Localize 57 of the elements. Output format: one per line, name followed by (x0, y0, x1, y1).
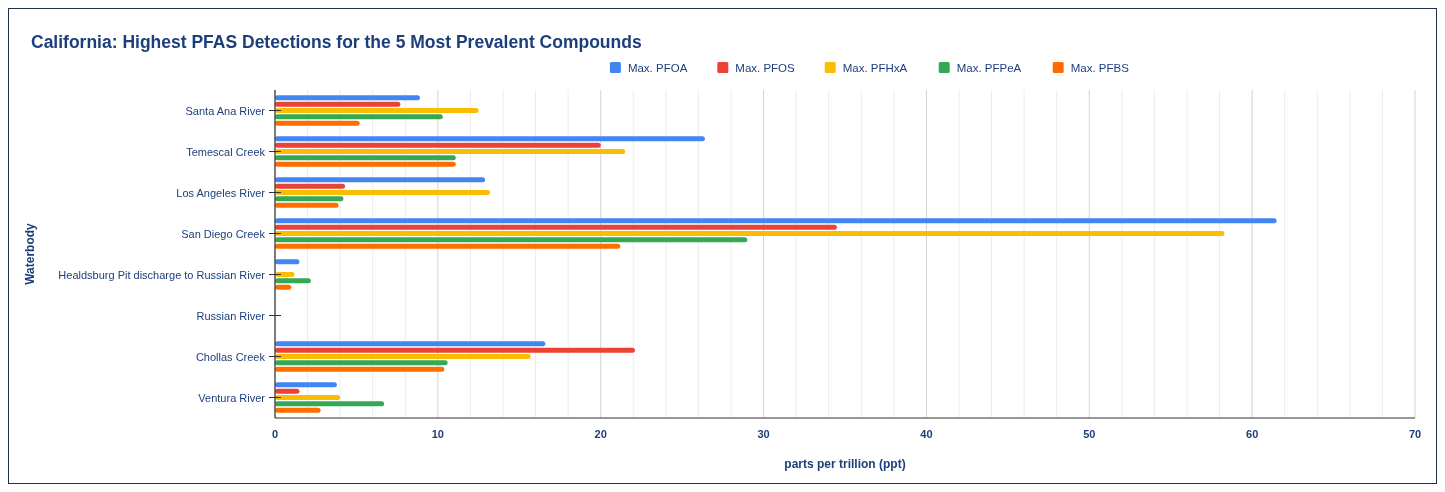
y-tick-label: Russian River (196, 309, 266, 322)
bar (275, 202, 339, 208)
bar (275, 177, 486, 183)
bar (275, 136, 705, 142)
x-tick-label: 20 (594, 428, 607, 440)
x-tick-label: 30 (757, 428, 770, 440)
y-tick-label: Los Angeles River (176, 186, 266, 199)
y-tick-label: Chollas Creek (195, 350, 266, 363)
bar (275, 243, 621, 249)
x-tick-label: 10 (431, 428, 444, 440)
bar (275, 114, 443, 120)
bar (275, 366, 445, 372)
bar (275, 401, 385, 407)
x-axis-title: parts per trillion (ppt) (784, 457, 906, 471)
bar (275, 120, 360, 126)
bar (275, 218, 1277, 224)
bar (275, 278, 311, 284)
y-axis-title: Waterbody (23, 222, 37, 285)
bar (275, 190, 490, 195)
y-tick-label: Temescal Creek (186, 145, 266, 158)
x-tick-label: 0 (271, 428, 279, 440)
bar (275, 95, 420, 101)
bar (275, 108, 479, 113)
x-tick-label: 60 (1246, 428, 1259, 440)
legend-label: Max. PFBS (1070, 62, 1130, 74)
legend-label: Max. PFPeA (956, 62, 1022, 74)
bar (275, 237, 748, 243)
y-tick-label: Healdsburg Pit discharge to Russian River (58, 268, 266, 281)
bar (275, 196, 344, 202)
legend-label: Max. PFOA (627, 62, 688, 74)
bar (275, 183, 346, 189)
bar (275, 382, 337, 388)
bar (275, 224, 837, 230)
bar (275, 161, 456, 167)
legend-label: Max. PFHxA (842, 62, 908, 74)
bar (275, 388, 300, 394)
bar (275, 155, 456, 161)
bar (275, 259, 300, 265)
legend-label: Max. PFOS (735, 62, 796, 74)
bar (275, 395, 341, 400)
bar (275, 354, 531, 359)
y-tick-label: Santa Ana River (185, 104, 266, 117)
x-tick-label: 40 (920, 428, 933, 440)
bar (275, 347, 635, 353)
bar (275, 360, 448, 366)
x-tick-label: 50 (1083, 428, 1096, 440)
x-tick-label: 70 (1408, 428, 1422, 440)
bar (275, 231, 1225, 236)
y-tick-label: San Diego Creek (181, 227, 266, 240)
chart-title: California: Highest PFAS Detections for the 5 Most Prevalent Compounds (31, 32, 642, 52)
bar (275, 407, 321, 413)
bar (275, 341, 546, 347)
bar (275, 142, 601, 148)
bar (275, 284, 292, 290)
y-tick-label: Ventura River (198, 391, 266, 404)
bar (275, 149, 626, 154)
bar (275, 101, 401, 107)
